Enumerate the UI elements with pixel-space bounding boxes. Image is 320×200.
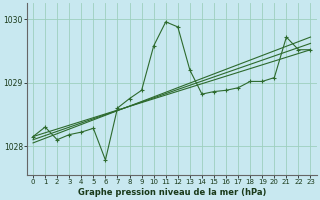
X-axis label: Graphe pression niveau de la mer (hPa): Graphe pression niveau de la mer (hPa): [77, 188, 266, 197]
